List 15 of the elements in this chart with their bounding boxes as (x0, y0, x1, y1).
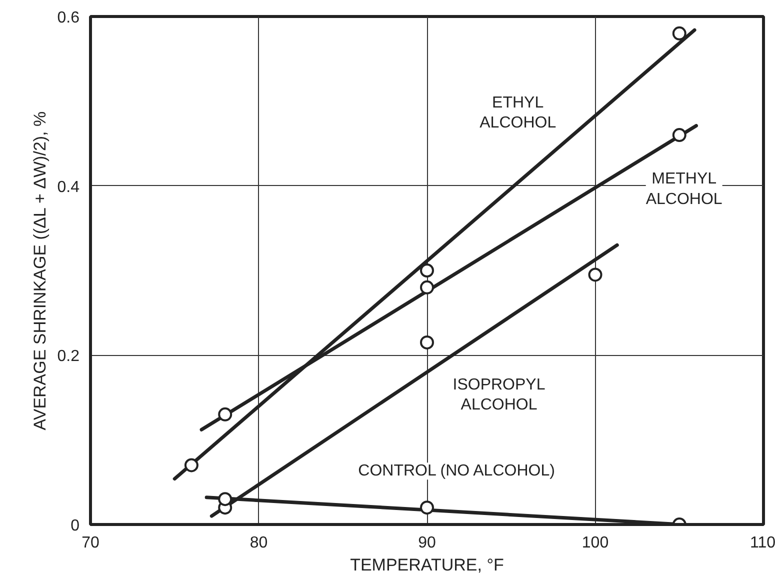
x-axis-title: TEMPERATURE, °F (350, 556, 504, 574)
x-tick-label: 110 (750, 534, 775, 552)
y-tick-label: 0 (70, 518, 80, 534)
annotation: METHYL ALCOHOL (646, 170, 722, 208)
annotation: CONTROL (NO ALCOHOL) (358, 462, 555, 480)
x-tick-label: 90 (418, 534, 436, 552)
x-tick-label: 70 (82, 534, 100, 552)
x-tick-label: 100 (582, 534, 609, 552)
y-tick-label: 0.4 (57, 178, 80, 196)
y-tick-label: 0.2 (57, 348, 80, 366)
annotation: ISOPROPYL ALCOHOL (452, 376, 546, 414)
y-tick-label: 0.6 (57, 10, 80, 26)
x-tick-label: 80 (250, 534, 268, 552)
annotation: ETHYL ALCOHOL (480, 94, 556, 132)
y-axis-title: AVERAGE SHRINKAGE ((ΔL + ΔW)/2), % (30, 111, 50, 430)
